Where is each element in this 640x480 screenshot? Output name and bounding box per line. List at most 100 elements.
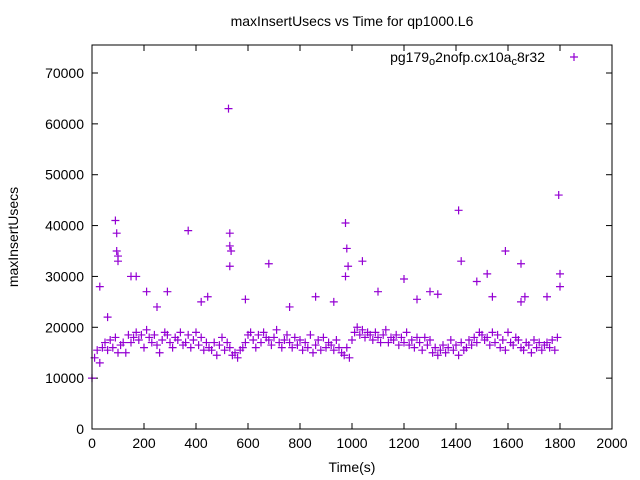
data-point [314,336,323,344]
data-point-outlier [241,295,250,304]
data-point [194,341,203,350]
data-point [436,346,445,355]
data-point [548,336,557,344]
data-point [379,330,388,339]
chart-title: maxInsertUsecs vs Time for qp1000.L6 [231,13,474,29]
data-point-outlier [488,292,497,301]
x-tick-label: 800 [288,435,312,451]
data-point [181,338,190,347]
data-point [431,343,440,352]
data-point [301,338,310,347]
data-point [298,346,307,355]
data-point [101,338,109,347]
x-tick-label: 1600 [492,435,523,451]
legend-label: pg179o2nofp.cx10ac8r32 [390,49,545,68]
data-point-outlier [341,272,350,281]
data-point [545,343,554,352]
data-point-outlier [374,287,382,296]
data-point-outlier [224,104,233,113]
data-point-outlier [341,219,350,228]
data-point-outlier [264,259,273,268]
data-point [493,330,502,339]
data-point [413,333,421,342]
data-point [290,333,299,342]
data-point [350,328,359,337]
data-point [532,343,541,352]
data-point [485,341,494,350]
data-point [140,343,148,352]
data-point [311,341,320,350]
data-point [335,343,343,352]
data-point [220,346,229,355]
y-tick-label: 10000 [45,370,84,386]
data-point [184,330,193,339]
data-point [397,333,406,342]
data-point-outlier [472,277,481,286]
data-point [254,330,263,339]
data-point [478,330,486,339]
data-point [530,336,538,344]
data-point [465,336,473,344]
data-point [543,338,551,347]
data-point [389,336,398,344]
plot-border [91,44,613,430]
data-point [163,330,172,339]
data-point-outlier [225,262,234,271]
data-point [400,338,408,347]
data-point [114,348,122,357]
legend-marker [570,53,578,61]
data-point-outlier [114,257,122,266]
data-point [155,348,164,357]
y-tick-label: 20000 [45,319,84,335]
data-point [106,336,115,344]
data-point [285,338,294,347]
data-point [420,333,429,342]
data-point [306,330,315,339]
data-point-outlier [153,302,161,311]
data-point [296,336,304,344]
data-point-outlier [203,292,212,301]
data-point [394,341,403,350]
data-point [439,341,447,350]
data-point [428,348,437,357]
data-point-outlier [311,292,320,301]
data-point [108,343,117,352]
data-point-outlier [342,244,351,253]
data-point [423,341,432,350]
data-point [259,328,268,337]
y-axis-label: maxInsertUsecs [5,187,21,287]
data-point [303,343,312,352]
data-point [137,330,146,339]
data-point [103,346,112,355]
y-tick-label: 70000 [45,65,84,81]
data-point-outlier [225,241,234,250]
x-axis-label: Time(s) [329,459,376,475]
data-point [145,333,154,342]
data-point [202,338,211,347]
data-point [457,338,466,347]
data-point [462,343,471,352]
data-point-outlier [111,216,120,225]
data-point-outlier [225,229,234,238]
data-point-outlier [454,206,463,215]
data-point [446,336,455,344]
data-point [238,343,247,352]
data-point [405,341,414,350]
data-point-outlier [163,287,172,296]
legend-text-part: pg179 [390,49,429,65]
data-point [257,338,265,347]
data-point [98,343,107,352]
data-point [168,343,177,352]
x-tick-label: 1800 [544,435,575,451]
data-point [527,348,536,357]
data-point [319,333,328,342]
data-point [426,336,434,344]
data-point-outlier [197,297,206,306]
data-point-outlier [142,287,151,296]
data-point [127,338,135,347]
data-point [132,328,141,337]
data-point [384,338,393,347]
data-point-outlier [517,259,525,268]
data-point [501,346,510,355]
data-point [166,338,174,347]
